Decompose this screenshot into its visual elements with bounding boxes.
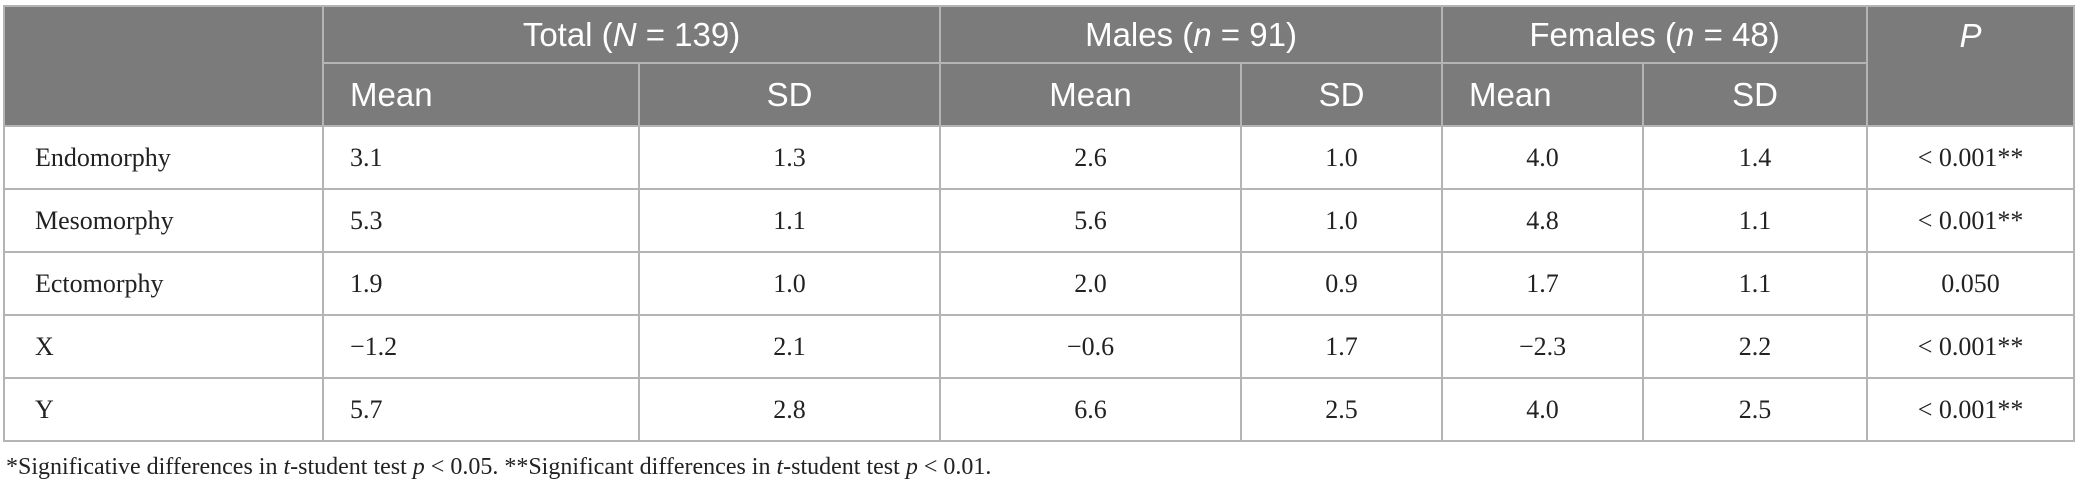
cell-total-sd: 1.3 [637,125,942,190]
table-row: Y 5.7 2.8 6.6 2.5 4.0 2.5 < 0.001** [3,377,2076,442]
cell-females-mean: 1.7 [1441,251,1645,316]
cell-total-mean: −1.2 [322,314,640,379]
cell-total-mean: 5.7 [322,377,640,442]
results-table-container: Total (N = 139) Males (n = 91) Females (… [3,5,2076,442]
cell-females-mean: −2.3 [1441,314,1645,379]
cell-total-sd: 1.1 [637,188,942,253]
cell-p-value: < 0.001** [1866,188,2076,253]
header-empty-cell [3,5,324,127]
cell-females-mean: 4.0 [1441,377,1645,442]
row-label: Y [3,377,324,442]
cell-total-mean: 3.1 [322,125,640,190]
cell-p-value: < 0.001** [1866,377,2076,442]
header-sd-males: SD [1240,62,1444,127]
table-row: Endomorphy 3.1 1.3 2.6 1.0 4.0 1.4 < 0.0… [3,125,2076,190]
cell-males-mean: 2.0 [939,251,1243,316]
cell-p-value: < 0.001** [1866,314,2076,379]
table-footnote: *Significative differences in t-student … [6,454,992,480]
cell-total-sd: 2.8 [637,377,942,442]
cell-males-sd: 2.5 [1240,377,1444,442]
header-mean-total: Mean [322,62,640,127]
cell-total-mean: 5.3 [322,188,640,253]
header-row-groups: Total (N = 139) Males (n = 91) Females (… [3,5,2076,127]
cell-females-mean: 4.0 [1441,125,1645,190]
cell-females-sd: 2.2 [1642,314,1869,379]
cell-females-sd: 1.1 [1642,251,1869,316]
header-row-stats: Mean SD Mean SD Mean SD [4,62,2074,127]
header-group-females: Females (n = 48) [1441,5,1869,64]
header-mean-females: Mean [1441,62,1645,127]
header-mean-males: Mean [939,62,1243,127]
header-sd-total: SD [637,62,942,127]
cell-p-value: 0.050 [1866,251,2076,316]
row-label: Ectomorphy [3,251,324,316]
cell-total-sd: 1.0 [637,251,942,316]
cell-males-sd: 1.0 [1240,188,1444,253]
cell-total-mean: 1.9 [322,251,640,316]
cell-males-sd: 0.9 [1240,251,1444,316]
header-group-males: Males (n = 91) [939,5,1444,64]
cell-females-mean: 4.8 [1441,188,1645,253]
cell-males-mean: 2.6 [939,125,1243,190]
cell-females-sd: 1.4 [1642,125,1869,190]
table-row: X −1.2 2.1 −0.6 1.7 −2.3 2.2 < 0.001** [3,314,2076,379]
cell-p-value: < 0.001** [1866,125,2076,190]
cell-males-sd: 1.0 [1240,125,1444,190]
row-label: Endomorphy [3,125,324,190]
row-label: Mesomorphy [3,188,324,253]
cell-females-sd: 2.5 [1642,377,1869,442]
table-row: Mesomorphy 5.3 1.1 5.6 1.0 4.8 1.1 < 0.0… [3,188,2076,253]
row-label: X [3,314,324,379]
header-p-value: P [1866,5,2076,127]
table-row: Ectomorphy 1.9 1.0 2.0 0.9 1.7 1.1 0.050 [3,251,2076,316]
somatotype-table: Total (N = 139) Males (n = 91) Females (… [3,5,2076,442]
cell-males-mean: 5.6 [939,188,1243,253]
header-group-total: Total (N = 139) [321,5,942,64]
cell-males-mean: −0.6 [939,314,1243,379]
cell-males-sd: 1.7 [1240,314,1444,379]
cell-total-sd: 2.1 [637,314,942,379]
header-sd-females: SD [1642,62,1869,127]
cell-females-sd: 1.1 [1642,188,1869,253]
cell-males-mean: 6.6 [939,377,1243,442]
